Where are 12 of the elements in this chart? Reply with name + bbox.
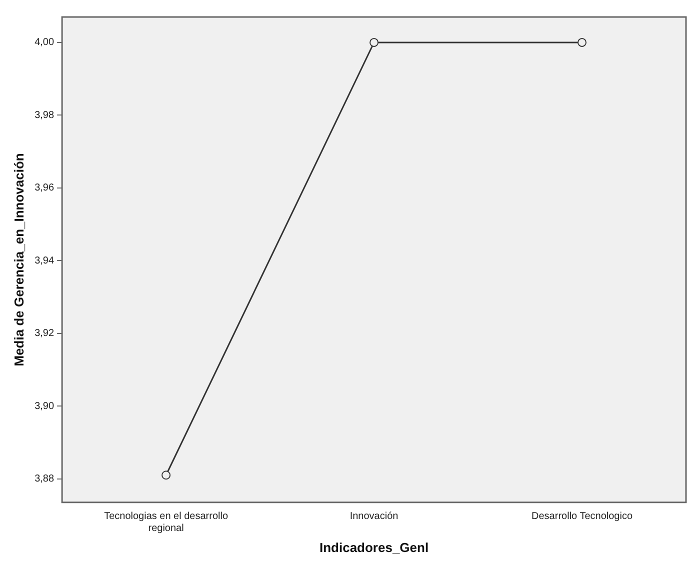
- x-axis-title: Indicadores_Genl: [319, 540, 429, 555]
- x-tick-label: Desarrollo Tecnologico: [532, 511, 633, 522]
- y-tick-label: 3,88: [34, 474, 54, 485]
- y-tick-label: 3,96: [34, 182, 54, 194]
- y-tick-label: 3,90: [34, 400, 54, 412]
- y-tick-label: 3,98: [34, 110, 54, 121]
- y-tick-label: 3,94: [34, 255, 54, 266]
- y-tick-label: 4,00: [34, 37, 54, 48]
- y-axis-title: Media de Gerencia_en_Innovación: [11, 153, 26, 366]
- x-tick-label: Tecnologias en el desarrollo regional: [104, 511, 228, 534]
- x-tick-label: Innovación: [350, 511, 398, 522]
- y-tick-label: 3,92: [34, 328, 54, 340]
